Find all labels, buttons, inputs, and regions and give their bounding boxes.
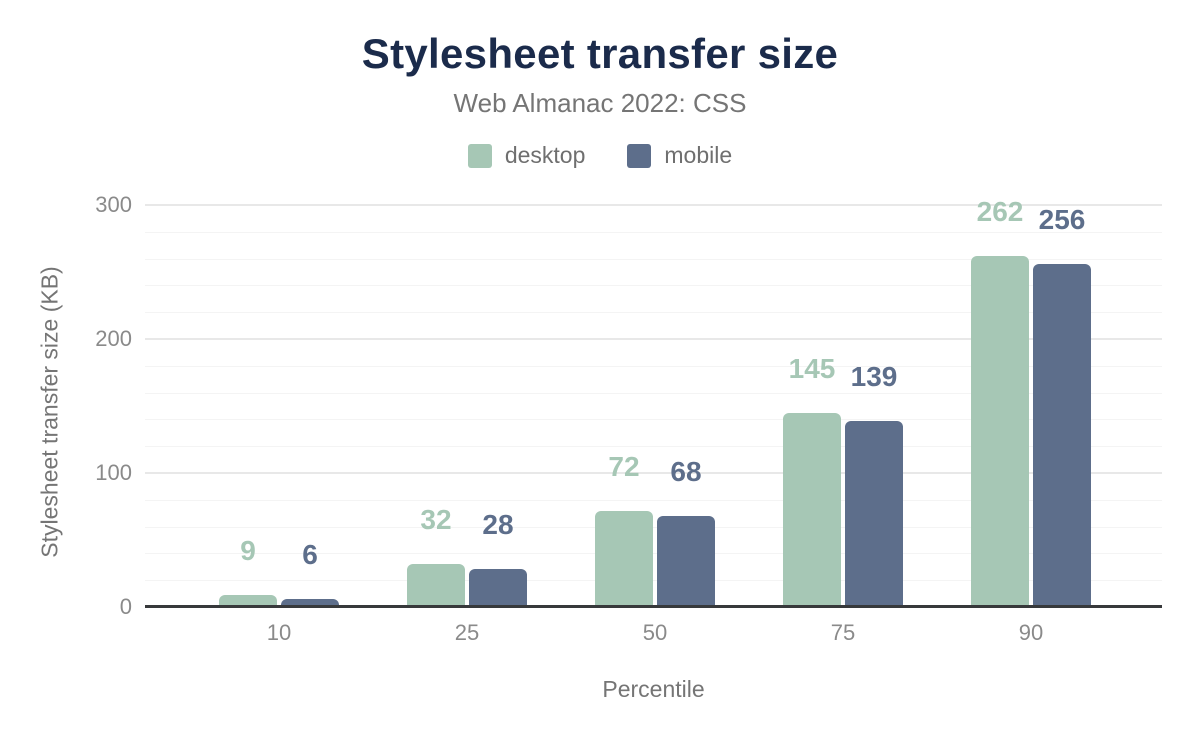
value-label-desktop-p25: 32 [420, 504, 452, 536]
bar-mobile-p90[interactable] [1033, 263, 1091, 607]
value-label-desktop-p90: 262 [976, 195, 1024, 227]
bar-desktop-p25[interactable] [407, 564, 465, 607]
bar-desktop-p90[interactable] [971, 255, 1029, 607]
legend-label-desktop: desktop [504, 142, 586, 168]
x-axis-ticks: 10 25 50 75 90 [145, 620, 1162, 650]
gridline-minor-20 [145, 580, 1162, 582]
gridline-minor-60 [145, 526, 1162, 528]
value-label-mobile-p50: 68 [670, 455, 702, 487]
value-label-desktop-p75: 145 [788, 352, 836, 384]
gridline-minor-240 [145, 285, 1162, 287]
bar-desktop-p75[interactable] [783, 412, 841, 607]
gridline-major-100 [145, 472, 1162, 474]
bar-mobile-p50[interactable] [657, 515, 715, 607]
chart-title: Stylesheet transfer size [361, 30, 839, 77]
x-tick-75: 75 [830, 620, 856, 645]
bar-desktop-p50[interactable] [595, 510, 653, 607]
legend-label-mobile: mobile [664, 142, 733, 168]
bar-mobile-p75[interactable] [845, 420, 903, 607]
y-axis-ticks: 0 100 200 300 [0, 192, 132, 619]
plot-area: 9 6 32 28 72 68 145 139 262 256 [145, 197, 1162, 608]
gridline-minor-220 [145, 312, 1162, 314]
gridline-minor-40 [145, 553, 1162, 555]
bar-desktop-p10[interactable] [219, 594, 277, 607]
gridline-minor-180 [145, 365, 1162, 367]
bar-mobile-p10[interactable] [281, 598, 339, 607]
x-tick-10: 10 [266, 620, 292, 645]
bar-mobile-p25[interactable] [469, 569, 527, 607]
value-label-mobile-p90: 256 [1038, 203, 1086, 235]
legend-item-desktop[interactable]: desktop [467, 142, 586, 169]
legend-swatch-icon-mobile [627, 143, 652, 168]
legend: desktop mobile [0, 142, 1200, 169]
y-tick-300: 300 [95, 192, 132, 217]
value-label-mobile-p10: 6 [302, 538, 318, 570]
y-tick-0: 0 [119, 594, 132, 619]
x-axis-line [145, 605, 1162, 608]
legend-swatch-icon-desktop [467, 143, 492, 168]
y-tick-100: 100 [95, 460, 132, 485]
gridline-minor-260 [145, 258, 1162, 260]
x-tick-50: 50 [642, 620, 668, 645]
gridline-minor-280 [145, 231, 1162, 233]
x-tick-90: 90 [1018, 620, 1044, 645]
gridline-minor-160 [145, 392, 1162, 394]
gridline-minor-80 [145, 499, 1162, 501]
gridline-minor-120 [145, 446, 1162, 448]
legend-item-mobile[interactable]: mobile [627, 142, 732, 169]
value-label-desktop-p10: 9 [240, 534, 256, 566]
x-tick-25: 25 [454, 620, 480, 645]
y-tick-200: 200 [95, 326, 132, 351]
x-axis-title: Percentile [602, 676, 705, 702]
gridline-major-300 [145, 204, 1162, 206]
gridline-minor-140 [145, 419, 1162, 421]
value-label-mobile-p75: 139 [850, 360, 898, 392]
value-label-desktop-p50: 72 [608, 450, 640, 482]
chart-subtitle: Web Almanac 2022: CSS [453, 88, 747, 118]
gridline-major-200 [145, 338, 1162, 340]
value-label-mobile-p25: 28 [482, 509, 514, 541]
